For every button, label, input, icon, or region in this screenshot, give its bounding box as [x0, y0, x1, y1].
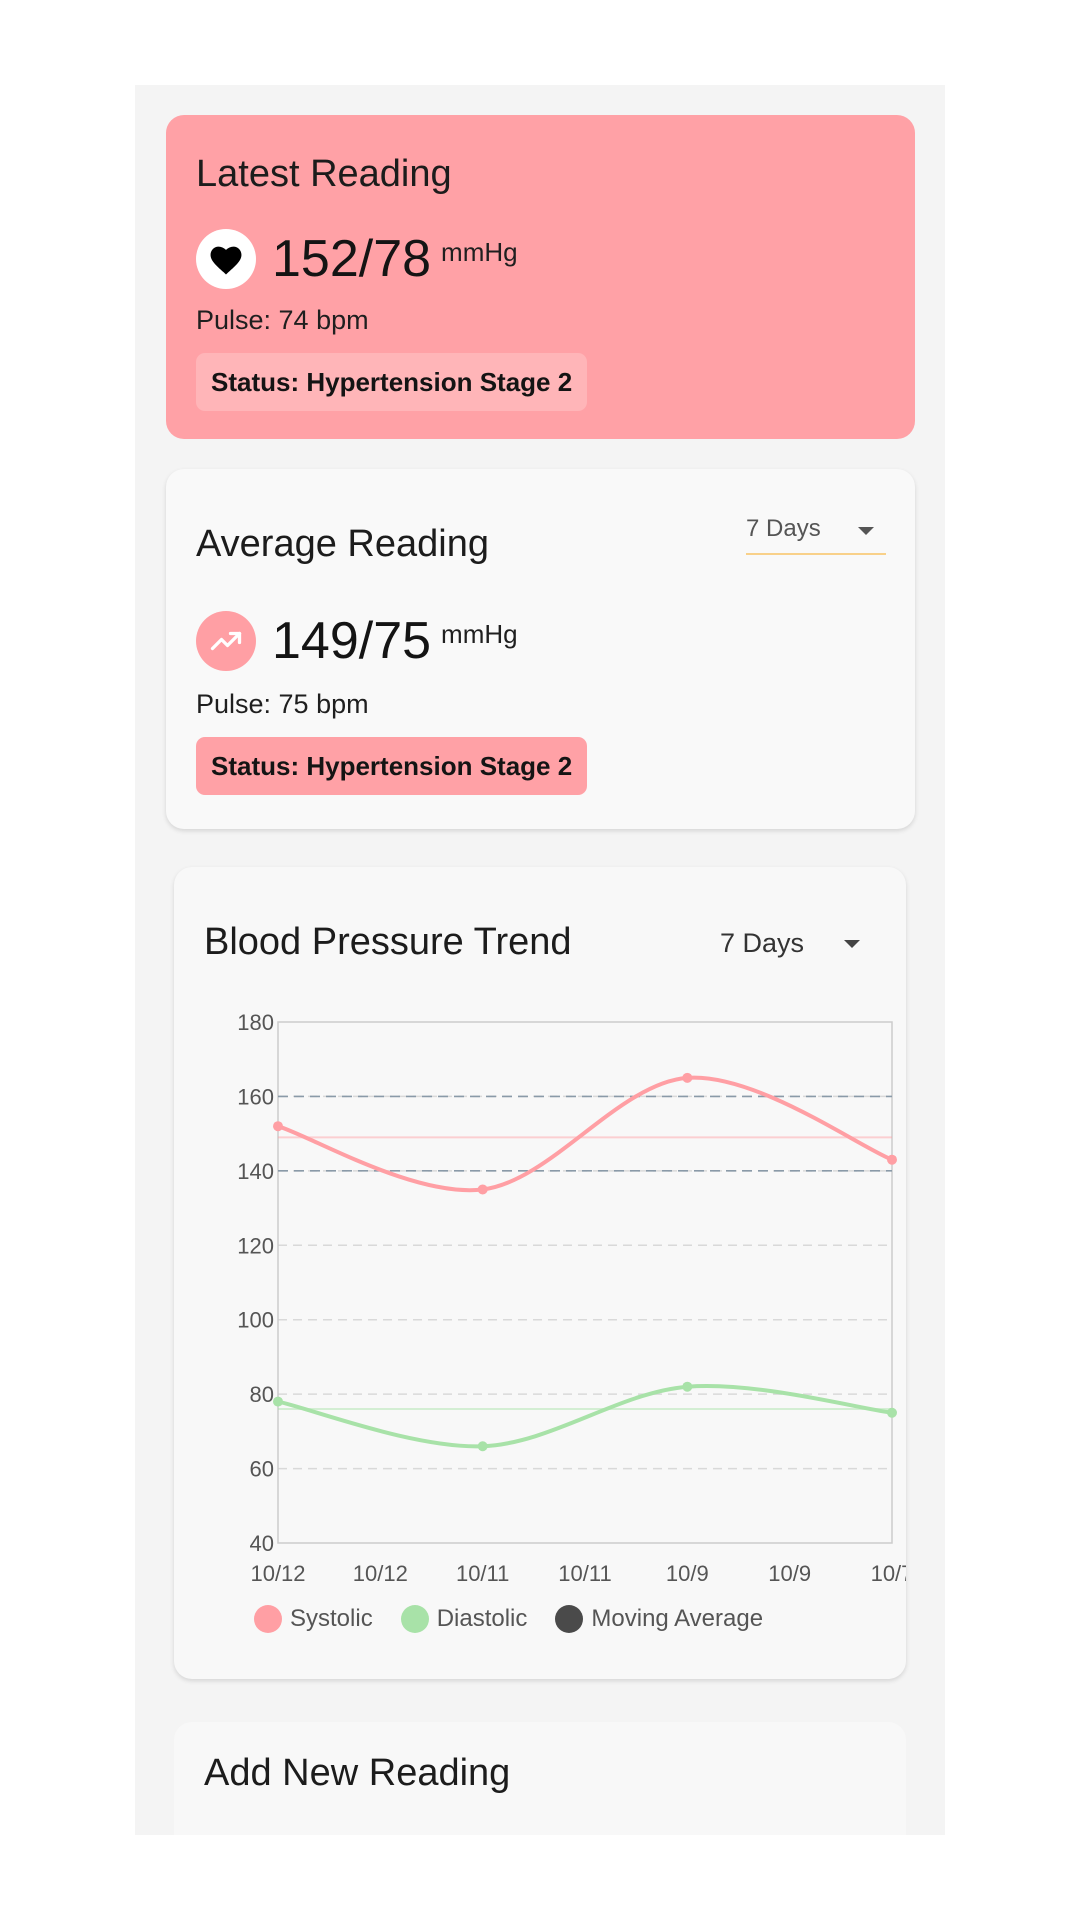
legend-dot-moving-average	[555, 1605, 583, 1633]
y-tick-label: 120	[237, 1233, 274, 1258]
heart-icon	[196, 229, 256, 289]
legend-item-systolic[interactable]: Systolic	[254, 1605, 373, 1633]
y-tick-label: 160	[237, 1084, 274, 1109]
average-range-select[interactable]: 7 Days	[746, 505, 886, 555]
x-tick-label: 10/12	[353, 1561, 408, 1586]
y-tick-label: 60	[250, 1457, 274, 1482]
legend-dot-diastolic	[401, 1605, 429, 1633]
systolic-point	[887, 1155, 897, 1165]
diastolic-point	[682, 1382, 692, 1392]
y-tick-label: 40	[250, 1531, 274, 1556]
legend-label-moving-average: Moving Average	[591, 1605, 763, 1633]
average-reading-value-row: 149/75 mmHg	[196, 609, 518, 673]
average-status-badge: Status: Hypertension Stage 2	[196, 737, 587, 795]
x-tick-label: 10/9	[666, 1561, 709, 1586]
average-range-value: 7 Days	[746, 515, 821, 543]
blood-pressure-trend-card: Blood Pressure Trend 7 Days 40 60 80 100 120…	[174, 867, 906, 1679]
add-new-reading-card: Add New Reading	[174, 1722, 906, 1835]
legend-dot-systolic	[254, 1605, 282, 1633]
diastolic-series-line	[278, 1386, 892, 1446]
chevron-down-icon	[858, 527, 874, 535]
systolic-series-line	[278, 1078, 892, 1191]
latest-bp-unit: mmHg	[441, 237, 518, 268]
average-pulse: Pulse: 75 bpm	[196, 689, 369, 720]
systolic-point	[682, 1073, 692, 1083]
diastolic-point	[887, 1408, 897, 1418]
app-screen: Latest Reading 152/78 mmHg Pulse: 74 bpm…	[135, 85, 945, 1835]
latest-reading-title: Latest Reading	[196, 153, 452, 196]
y-tick-label: 100	[237, 1308, 274, 1333]
legend-label-diastolic: Diastolic	[437, 1605, 528, 1633]
x-tick-label: 10/12	[250, 1561, 305, 1586]
add-reading-title: Add New Reading	[204, 1752, 510, 1795]
legend-item-diastolic[interactable]: Diastolic	[401, 1605, 528, 1633]
legend-label-systolic: Systolic	[290, 1605, 373, 1633]
latest-bp-value: 152/78	[272, 233, 431, 285]
average-bp-unit: mmHg	[441, 619, 518, 650]
latest-pulse: Pulse: 74 bpm	[196, 305, 369, 336]
y-tick-label: 80	[250, 1382, 274, 1407]
x-tick-label: 10/11	[456, 1561, 509, 1586]
x-tick-label: 10/9	[768, 1561, 811, 1586]
x-tick-label: 10/11	[558, 1561, 611, 1586]
x-tick-label: 10/7	[871, 1561, 906, 1586]
systolic-point	[273, 1121, 283, 1131]
systolic-point	[478, 1184, 488, 1194]
y-tick-label: 140	[237, 1159, 274, 1184]
trending-up-icon	[196, 611, 256, 671]
chart-legend: Systolic Diastolic Moving Average	[254, 1605, 791, 1633]
average-bp-value: 149/75	[272, 615, 431, 667]
plot-frame	[278, 1022, 892, 1543]
diastolic-point	[478, 1441, 488, 1451]
average-reading-title: Average Reading	[196, 523, 489, 566]
latest-reading-card[interactable]: Latest Reading 152/78 mmHg Pulse: 74 bpm…	[166, 115, 915, 439]
diastolic-point	[273, 1397, 283, 1407]
legend-item-moving-average[interactable]: Moving Average	[555, 1605, 763, 1633]
latest-reading-value-row: 152/78 mmHg	[196, 227, 518, 291]
bp-trend-chart: 40 60 80 100 120 140 160 180 10/12 10/12 10/11 10/1…	[174, 867, 906, 1587]
latest-status-badge: Status: Hypertension Stage 2	[196, 353, 587, 411]
average-reading-card: Average Reading 7 Days 149/75 mmHg Pulse…	[166, 469, 915, 829]
y-tick-label: 180	[237, 1010, 274, 1035]
